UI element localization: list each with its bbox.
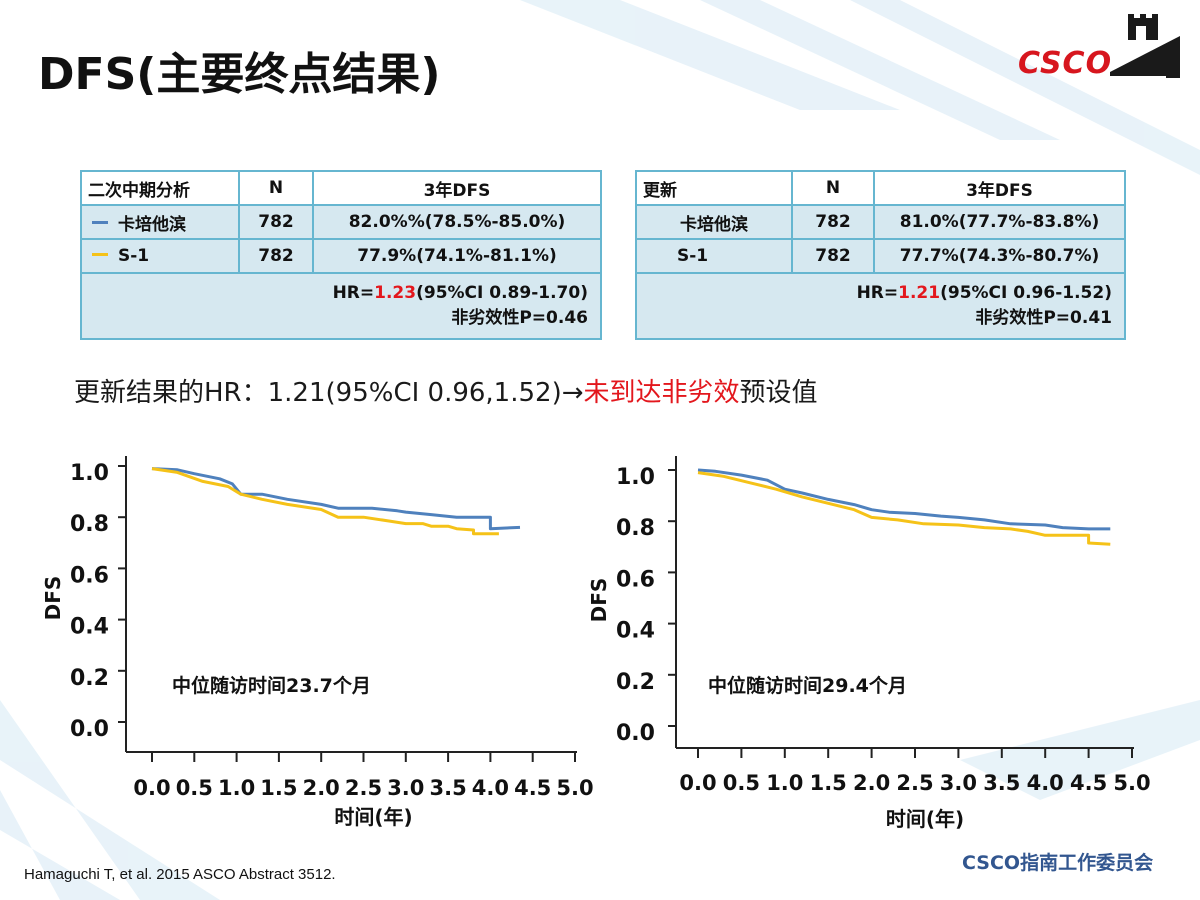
hr-ci: (95%CI 0.89-1.70) <box>416 283 588 303</box>
y-tick-label: 0.6 <box>70 563 109 588</box>
x-tick-label: 1.5 <box>810 771 847 795</box>
x-tick-label: 3.0 <box>387 776 424 800</box>
arm-label: S-1 <box>118 246 150 266</box>
s1-curve <box>151 467 499 536</box>
csco-logo: CSCO <box>1010 12 1180 82</box>
update-note-suffix: 预设值 <box>739 378 818 408</box>
x-tick-label: 5.0 <box>556 776 593 800</box>
table-header-cell: 3年DFS <box>312 170 602 206</box>
x-tick-label: 4.5 <box>1070 771 1107 795</box>
y-tick-label: 1.0 <box>616 465 655 490</box>
table-header-cell: 3年DFS <box>873 170 1126 206</box>
x-axis-label: 时间(年) <box>886 807 964 831</box>
n-cell: 782 <box>238 204 314 240</box>
dfs-cell: 77.7%(74.3%-80.7%) <box>873 238 1126 274</box>
y-tick-label: 0.2 <box>70 666 109 691</box>
hr-prefix: HR= <box>856 283 899 303</box>
capecitabine-curve <box>697 468 1111 531</box>
y-axis-label: DFS <box>41 576 65 621</box>
arm-cell: S-1 <box>80 238 240 274</box>
capecitabine-legend-swatch <box>92 221 108 224</box>
x-axis-label: 时间(年) <box>334 805 412 829</box>
organization-footer: CSCO指南工作委员会 <box>962 852 1154 874</box>
hr-prefix: HR= <box>332 283 375 303</box>
x-tick-label: 0.5 <box>176 776 213 800</box>
reference-citation: Hamaguchi T, et al. 2015 ASCO Abstract 3… <box>24 866 336 883</box>
y-tick-label: 0.8 <box>70 512 109 537</box>
y-tick-label: 0.0 <box>70 717 109 742</box>
x-tick-label: 1.0 <box>766 771 803 795</box>
hr-ci: (95%CI 0.96-1.52) <box>940 283 1112 303</box>
noninferiority-p: 非劣效性P=0.41 <box>975 308 1112 328</box>
y-tick-label: 0.0 <box>616 721 655 746</box>
y-tick-label: 0.4 <box>616 619 655 644</box>
logo-text: CSCO <box>1018 46 1113 81</box>
x-tick-label: 1.0 <box>218 776 255 800</box>
arm-cell: 卡培他滨 <box>80 204 240 240</box>
great-wall-icon <box>1110 14 1180 78</box>
x-tick-label: 2.5 <box>896 771 933 795</box>
n-cell: 782 <box>238 238 314 274</box>
x-tick-label: 3.5 <box>983 771 1020 795</box>
hr-value: 1.21 <box>898 283 941 303</box>
n-cell: 782 <box>791 238 875 274</box>
x-tick-label: 0.5 <box>723 771 760 795</box>
arm-cell: 卡培他滨 <box>635 204 793 240</box>
x-tick-label: 3.0 <box>940 771 977 795</box>
hr-summary-cell: HR=1.23(95%CI 0.89-1.70) 非劣效性P=0.46 <box>80 272 602 340</box>
hr-summary-cell: HR=1.21(95%CI 0.96-1.52) 非劣效性P=0.41 <box>635 272 1126 340</box>
x-tick-label: 4.0 <box>472 776 509 800</box>
capecitabine-curve <box>151 467 521 531</box>
update-note-highlight: 未到达非劣效 <box>583 378 740 408</box>
table-header-cell: N <box>791 170 875 206</box>
y-tick-label: 0.8 <box>616 516 655 541</box>
n-cell: 782 <box>791 204 875 240</box>
y-tick-label: 0.4 <box>70 615 109 640</box>
y-tick-label: 1.0 <box>70 461 109 486</box>
x-tick-label: 0.0 <box>679 771 716 795</box>
x-tick-label: 2.5 <box>345 776 382 800</box>
y-tick-label: 0.2 <box>616 670 655 695</box>
s1-curve <box>697 471 1111 546</box>
table-header-cell: 二次中期分析 <box>80 170 240 206</box>
dfs-cell: 81.0%(77.7%-83.8%) <box>873 204 1126 240</box>
dfs-cell: 82.0%%(78.5%-85.0%) <box>312 204 602 240</box>
noninferiority-p: 非劣效性P=0.46 <box>451 308 588 328</box>
slide-title: DFS(主要终点结果) <box>38 49 441 100</box>
x-tick-label: 2.0 <box>853 771 890 795</box>
x-tick-label: 1.5 <box>260 776 297 800</box>
median-followup-annotation: 中位随访时间23.7个月 <box>172 674 371 697</box>
x-tick-label: 0.0 <box>133 776 170 800</box>
table-header-cell: 更新 <box>635 170 793 206</box>
x-tick-label: 3.5 <box>429 776 466 800</box>
s1-legend-swatch <box>92 252 108 256</box>
table-header-cell: N <box>238 170 314 206</box>
update-note-text: 更新结果的HR：1.21(95%CI 0.96,1.52)→ <box>74 378 584 408</box>
dfs-cell: 77.9%(74.1%-81.1%) <box>312 238 602 274</box>
arm-cell: S-1 <box>635 238 793 274</box>
updated-analysis-table: 更新 N 3年DFS 卡培他滨 782 81.0%(77.7%-83.8%) S… <box>635 170 1126 340</box>
hr-value: 1.23 <box>374 283 417 303</box>
median-followup-annotation: 中位随访时间29.4个月 <box>708 674 907 697</box>
interim-analysis-table: 二次中期分析 N 3年DFS 卡培他滨 782 82.0%%(78.5%-85.… <box>80 170 602 340</box>
arm-label: 卡培他滨 <box>118 214 186 235</box>
x-tick-label: 4.5 <box>514 776 551 800</box>
y-tick-label: 0.6 <box>616 567 655 592</box>
x-tick-label: 4.0 <box>1027 771 1064 795</box>
x-tick-label: 2.0 <box>303 776 340 800</box>
y-axis-label: DFS <box>587 578 611 623</box>
update-note: 更新结果的HR：1.21(95%CI 0.96,1.52)→未到达非劣效预设值 <box>74 372 818 409</box>
x-tick-label: 5.0 <box>1113 771 1150 795</box>
